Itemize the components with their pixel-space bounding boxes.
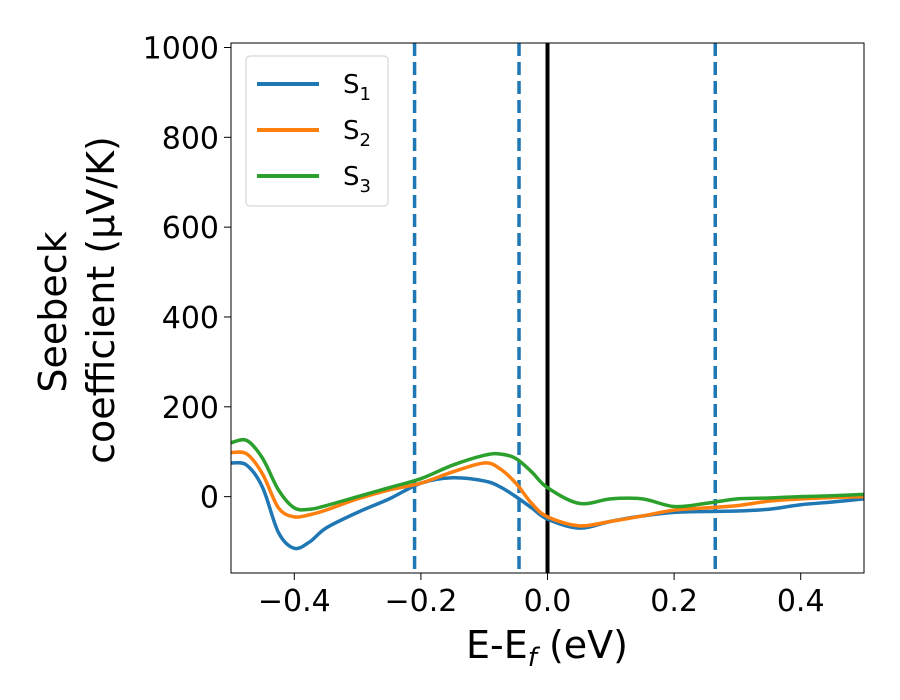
y-tick-label: 200 [162, 391, 219, 426]
y-axis-ticks: 0 200 400 600 800 1000 [143, 31, 231, 516]
legend-label-s1: S1 [343, 70, 371, 105]
y-tick-label: 600 [162, 211, 219, 246]
series-line-s1 [231, 460, 864, 551]
x-axis-title: E-Ef (eV) [466, 623, 628, 673]
data-series [231, 437, 864, 551]
y-tick-label: 1000 [143, 31, 219, 66]
y-axis-title-line1: Seebeck [31, 231, 75, 392]
legend: S1 S2 S3 [245, 55, 389, 207]
legend-label-s2: S2 [343, 116, 371, 151]
y-axis-title-line2: coefficient (μV/K) [79, 136, 123, 464]
x-axis-ticks: −0.4 −0.2 0.0 0.2 0.4 [258, 573, 825, 619]
series-line-s2 [231, 450, 864, 528]
y-tick-label: 800 [162, 121, 219, 156]
series-line-s3 [231, 437, 864, 512]
x-tick-label: −0.4 [258, 584, 331, 619]
y-tick-label: 400 [162, 301, 219, 336]
y-tick-label: 0 [200, 481, 219, 516]
reference-lines [412, 43, 717, 573]
x-tick-label: 0.0 [524, 584, 572, 619]
legend-label-s3: S3 [343, 162, 371, 197]
x-tick-label: 0.4 [777, 584, 825, 619]
x-tick-label: 0.2 [650, 584, 698, 619]
x-tick-label: −0.2 [384, 584, 457, 619]
